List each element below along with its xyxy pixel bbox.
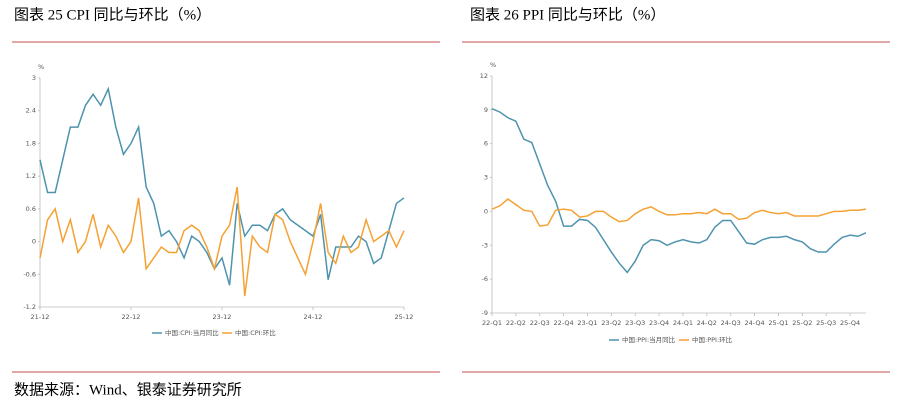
legend-label: 中国:PPI:环比 [692, 335, 733, 344]
x-tick-label: 25-Q2 [792, 319, 812, 327]
x-tick-label: 24-Q3 [721, 319, 741, 327]
x-tick-label: 22-12 [122, 313, 141, 321]
y-tick-label: 2.4 [26, 107, 36, 115]
x-tick-label: 23-Q2 [601, 319, 621, 327]
x-tick-label: 22-Q1 [482, 319, 502, 327]
y-tick-label: 0.6 [26, 205, 36, 213]
y-tick-label: -9 [482, 309, 488, 317]
series-line [491, 108, 867, 274]
chart-title: 图表 26 PPI 同比与环比（%） [470, 6, 665, 23]
y-tick-label: 1.8 [26, 139, 36, 147]
y-tick-label: -6 [482, 275, 488, 283]
x-tick-label: 25-Q1 [768, 319, 788, 327]
y-tick-label: 6 [484, 140, 488, 148]
x-tick-label: 22-Q4 [554, 319, 574, 327]
y-tick-label: 0 [484, 207, 488, 215]
series-line [491, 198, 867, 227]
legend-label: 中国:PPI:当月同比 [622, 335, 676, 344]
y-tick-label: 1.2 [26, 172, 36, 180]
x-tick-label: 25-Q4 [840, 319, 860, 327]
series-line [39, 186, 405, 297]
x-tick-label: 24-Q1 [673, 319, 693, 327]
y-tick-label: -1.2 [23, 303, 36, 311]
x-tick-label: 24-Q4 [745, 319, 765, 327]
y-tick-label: 12 [480, 72, 488, 80]
x-tick-label: 23-Q4 [649, 319, 669, 327]
y-tick-label: 0 [32, 238, 36, 246]
x-tick-label: 21-12 [31, 313, 50, 321]
legend-label: 中国:CPI:当月同比 [165, 328, 219, 337]
x-tick-label: 23-Q1 [577, 319, 597, 327]
x-tick-label: 24-Q2 [697, 319, 717, 327]
x-tick-label: 23-12 [213, 313, 232, 321]
y-tick-label: 9 [484, 106, 488, 114]
y-tick-label: -0.6 [23, 270, 36, 278]
y-tick-label: 3 [484, 174, 488, 182]
chart-title: 图表 25 CPI 同比与环比（%） [14, 6, 211, 23]
x-tick-label: 25-12 [395, 313, 414, 321]
x-tick-label: 22-Q2 [506, 319, 526, 327]
y-tick-label: 3 [32, 74, 36, 82]
legend-label: 中国:CPI:环比 [235, 328, 276, 337]
x-tick-label: 23-Q3 [625, 319, 645, 327]
x-tick-label: 22-Q3 [530, 319, 550, 327]
y-tick-label: -3 [482, 241, 488, 249]
x-tick-label: 24-12 [304, 313, 323, 321]
source-note: 数据来源：Wind、银泰证券研究所 [14, 381, 242, 398]
x-tick-label: 25-Q3 [816, 319, 836, 327]
axis-unit: % [490, 61, 496, 69]
axis-unit: % [38, 63, 44, 71]
series-line [39, 86, 405, 286]
